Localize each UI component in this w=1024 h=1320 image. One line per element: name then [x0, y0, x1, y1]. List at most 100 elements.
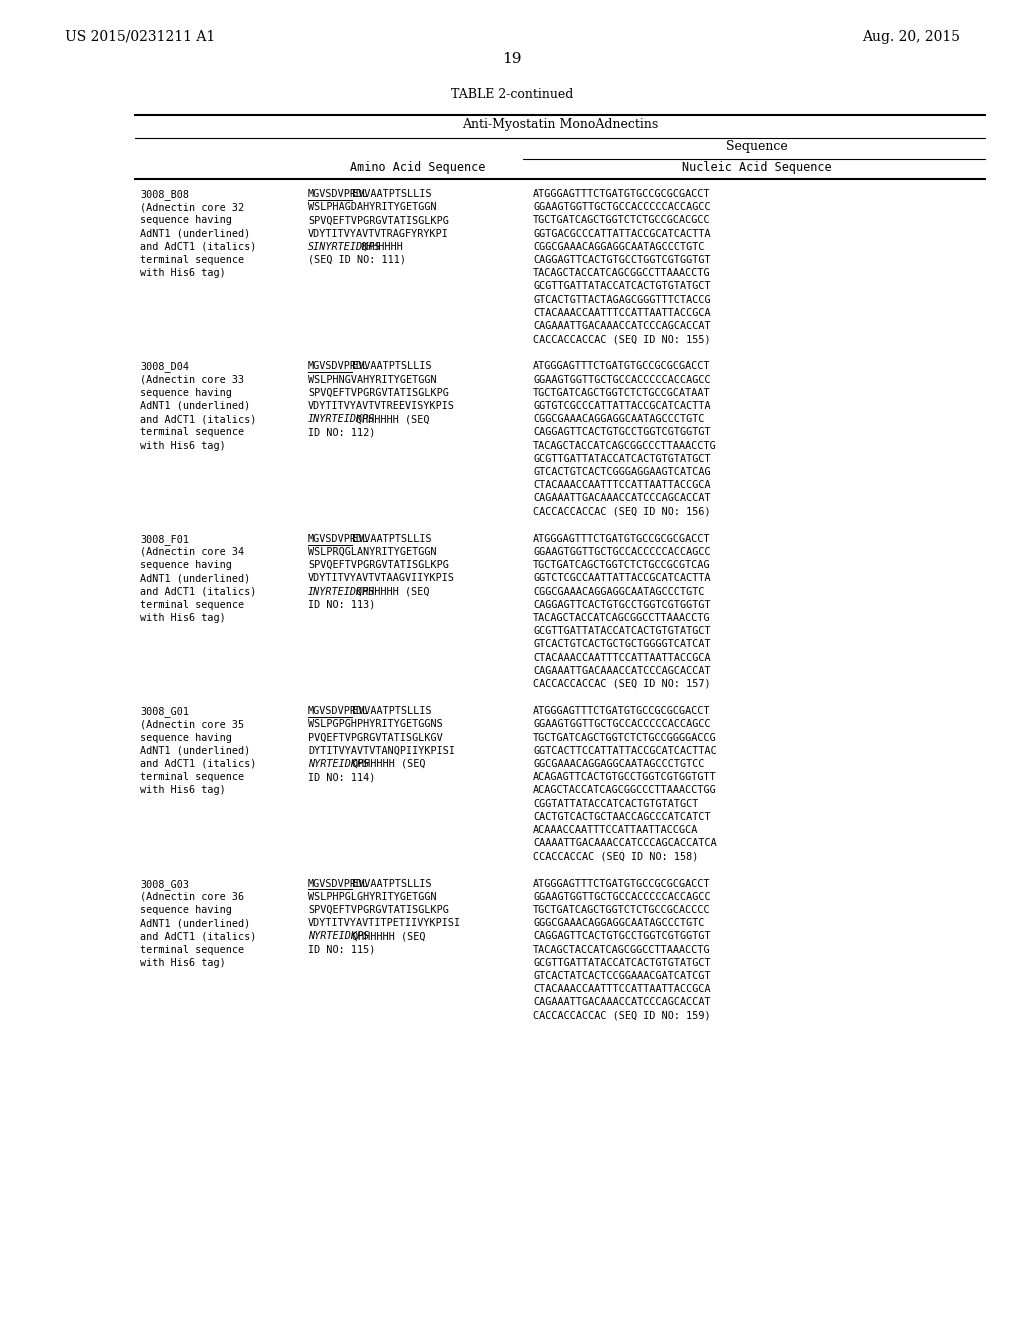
Text: WSLPHNGVAHYRITYGETGGN: WSLPHNGVAHYRITYGETGGN	[308, 375, 436, 384]
Text: GGTCTCGCCAATTATTACCGCATCACTTA: GGTCTCGCCAATTATTACCGCATCACTTA	[534, 573, 711, 583]
Text: ID NO: 114): ID NO: 114)	[308, 772, 376, 783]
Text: 19: 19	[502, 51, 522, 66]
Text: CAAAATTGACAAACCATCCCAGCACCATCA: CAAAATTGACAAACCATCCCAGCACCATCA	[534, 838, 717, 849]
Text: CAGGAGTTCACTGTGCCTGGTCGTGGTGT: CAGGAGTTCACTGTGCCTGGTCGTGGTGT	[534, 428, 711, 437]
Text: GGAAGTGGTTGCTGCCACCCCCACCAGCC: GGAAGTGGTTGCTGCCACCCCCACCAGCC	[534, 546, 711, 557]
Text: VDYTITVYAVTITPETIIVYKPISI: VDYTITVYAVTITPETIIVYKPISI	[308, 919, 461, 928]
Text: ACAAACCAATTTCCATTAATTACCGCA: ACAAACCAATTTCCATTAATTACCGCA	[534, 825, 698, 836]
Text: TGCTGATCAGCTGGTCTCTGCCGCGTCAG: TGCTGATCAGCTGGTCTCTGCCGCGTCAG	[534, 560, 711, 570]
Text: TGCTGATCAGCTGGTCTCTGCCGCACCCC: TGCTGATCAGCTGGTCTCTGCCGCACCCC	[534, 906, 711, 915]
Text: TACAGCTACCATCAGCGGCCTTAAACCTG: TACAGCTACCATCAGCGGCCTTAAACCTG	[534, 268, 711, 279]
Text: Nucleic Acid Sequence: Nucleic Acid Sequence	[682, 161, 831, 174]
Text: VDYTITVYAVTVTREEVISYKPIS: VDYTITVYAVTVTREEVISYKPIS	[308, 401, 455, 411]
Text: terminal sequence: terminal sequence	[140, 428, 244, 437]
Text: and AdCT1 (italics): and AdCT1 (italics)	[140, 242, 256, 252]
Text: AdNT1 (underlined): AdNT1 (underlined)	[140, 919, 250, 928]
Text: CTACAAACCAATTTCCATTAATTACCGCA: CTACAAACCAATTTCCATTAATTACCGCA	[534, 308, 711, 318]
Text: ID NO: 113): ID NO: 113)	[308, 599, 376, 610]
Text: GGAAGTGGTTGCTGCCACCCCCACCAGCC: GGAAGTGGTTGCTGCCACCCCCACCAGCC	[534, 719, 711, 730]
Text: TABLE 2-continued: TABLE 2-continued	[451, 88, 573, 102]
Text: ATGGGAGTTTCTGATGTGCCGCGCGACCT: ATGGGAGTTTCTGATGTGCCGCGCGACCT	[534, 533, 711, 544]
Text: GTCACTGTTACTAGAGCGGGTTTCTACCG: GTCACTGTTACTAGAGCGGGTTTCTACCG	[534, 294, 711, 305]
Text: ID NO: 112): ID NO: 112)	[308, 428, 376, 437]
Text: SPVQEFTVPGRGVTATISGLKPG: SPVQEFTVPGRGVTATISGLKPG	[308, 560, 449, 570]
Text: VDYTITVYAVTVTAAGVIIYKPIS: VDYTITVYAVTVTAAGVIIYKPIS	[308, 573, 455, 583]
Text: CGGCGAAACAGGAGGCAATAGCCCTGTC: CGGCGAAACAGGAGGCAATAGCCCTGTC	[534, 414, 705, 424]
Text: CACTGTCACTGCTAACCAGCCCATCATCT: CACTGTCACTGCTAACCAGCCCATCATCT	[534, 812, 711, 822]
Text: CTACAAACCAATTTCCATTAATTACCGCA: CTACAAACCAATTTCCATTAATTACCGCA	[534, 985, 711, 994]
Text: (Adnectin core 34: (Adnectin core 34	[140, 546, 244, 557]
Text: QHHHHHH: QHHHHHH	[360, 242, 403, 252]
Text: WSLPHPGLGHYRITYGETGGN: WSLPHPGLGHYRITYGETGGN	[308, 892, 436, 902]
Text: TACAGCTACCATCAGCGGCCTTAAACCTG: TACAGCTACCATCAGCGGCCTTAAACCTG	[534, 612, 711, 623]
Text: MGVSDVPRDL: MGVSDVPRDL	[308, 189, 370, 199]
Text: (Adnectin core 36: (Adnectin core 36	[140, 892, 244, 902]
Text: US 2015/0231211 A1: US 2015/0231211 A1	[65, 30, 215, 44]
Text: AdNT1 (underlined): AdNT1 (underlined)	[140, 746, 250, 756]
Text: INYRTEIDKPS: INYRTEIDKPS	[308, 586, 376, 597]
Text: GTCACTGTCACTCGGGAGGAAGTCATCAG: GTCACTGTCACTCGGGAGGAAGTCATCAG	[534, 467, 711, 477]
Text: 3008_G01: 3008_G01	[140, 706, 189, 717]
Text: GCGTTGATTATACCATCACTGTGTATGCT: GCGTTGATTATACCATCACTGTGTATGCT	[534, 626, 711, 636]
Text: GGAAGTGGTTGCTGCCACCCCCACCAGCC: GGAAGTGGTTGCTGCCACCCCCACCAGCC	[534, 202, 711, 213]
Text: TACAGCTACCATCAGCGGCCCTTAAACCTG: TACAGCTACCATCAGCGGCCCTTAAACCTG	[534, 441, 717, 450]
Text: CAGGAGTTCACTGTGCCTGGTCGTGGTGT: CAGGAGTTCACTGTGCCTGGTCGTGGTGT	[534, 932, 711, 941]
Text: Anti-Myostatin MonoAdnectins: Anti-Myostatin MonoAdnectins	[462, 117, 658, 131]
Text: CGGCGAAACAGGAGGCAATAGCCCTGTC: CGGCGAAACAGGAGGCAATAGCCCTGTC	[534, 586, 705, 597]
Text: SINYRTEIDKPS: SINYRTEIDKPS	[308, 242, 382, 252]
Text: (Adnectin core 32: (Adnectin core 32	[140, 202, 244, 213]
Text: MGVSDVPRDL: MGVSDVPRDL	[308, 533, 370, 544]
Text: CAGAAATTGACAAACCATCCCAGCACCAT: CAGAAATTGACAAACCATCCCAGCACCAT	[534, 665, 711, 676]
Text: terminal sequence: terminal sequence	[140, 945, 244, 954]
Text: CGGTATTATACCATCACTGTGTATGCT: CGGTATTATACCATCACTGTGTATGCT	[534, 799, 698, 809]
Text: QHHHHHH (SEQ: QHHHHHH (SEQ	[352, 759, 425, 770]
Text: ACAGCTACCATCAGCGGCCCTTAAACCTGG: ACAGCTACCATCAGCGGCCCTTAAACCTGG	[534, 785, 717, 796]
Text: GGAAGTGGTTGCTGCCACCCCCACCAGCC: GGAAGTGGTTGCTGCCACCCCCACCAGCC	[534, 892, 711, 902]
Text: SPVQEFTVPGRGVTATISGLKPG: SPVQEFTVPGRGVTATISGLKPG	[308, 906, 449, 915]
Text: WSLPGPGHPHYRITYGETGGNS: WSLPGPGHPHYRITYGETGGNS	[308, 719, 442, 730]
Text: MGVSDVPRDL: MGVSDVPRDL	[308, 362, 370, 371]
Text: MGVSDVPRDL: MGVSDVPRDL	[308, 706, 370, 717]
Text: GGCGAAACAGGAGGCAATAGCCCTGTCC: GGCGAAACAGGAGGCAATAGCCCTGTCC	[534, 759, 705, 770]
Text: AdNT1 (underlined): AdNT1 (underlined)	[140, 573, 250, 583]
Text: terminal sequence: terminal sequence	[140, 255, 244, 265]
Text: (SEQ ID NO: 111): (SEQ ID NO: 111)	[308, 255, 406, 265]
Text: CAGGAGTTCACTGTGCCTGGTCGTGGTGT: CAGGAGTTCACTGTGCCTGGTCGTGGTGT	[534, 255, 711, 265]
Text: Sequence: Sequence	[726, 140, 787, 153]
Text: and AdCT1 (italics): and AdCT1 (italics)	[140, 932, 256, 941]
Text: GGAAGTGGTTGCTGCCACCCCCACCAGCC: GGAAGTGGTTGCTGCCACCCCCACCAGCC	[534, 375, 711, 384]
Text: 3008_F01: 3008_F01	[140, 533, 189, 545]
Text: ACAGAGTTCACTGTGCCTGGTCGTGGTGTT: ACAGAGTTCACTGTGCCTGGTCGTGGTGTT	[534, 772, 717, 783]
Text: sequence having: sequence having	[140, 560, 231, 570]
Text: ATGGGAGTTTCTGATGTGCCGCGCGACCT: ATGGGAGTTTCTGATGTGCCGCGCGACCT	[534, 879, 711, 888]
Text: sequence having: sequence having	[140, 215, 231, 226]
Text: QHHHHHH (SEQ: QHHHHHH (SEQ	[356, 586, 430, 597]
Text: WSLPRQGLANYRITYGETGGN: WSLPRQGLANYRITYGETGGN	[308, 546, 436, 557]
Text: ATGGGAGTTTCTGATGTGCCGCGCGACCT: ATGGGAGTTTCTGATGTGCCGCGCGACCT	[534, 706, 711, 717]
Text: PVQEFTVPGRGVTATISGLKGV: PVQEFTVPGRGVTATISGLKGV	[308, 733, 442, 743]
Text: MGVSDVPRDL: MGVSDVPRDL	[308, 879, 370, 888]
Text: EVVAATPTSLLIS: EVVAATPTSLLIS	[352, 706, 431, 717]
Text: GGGCGAAACAGGAGGCAATAGCCCTGTC: GGGCGAAACAGGAGGCAATAGCCCTGTC	[534, 919, 705, 928]
Text: CTACAAACCAATTTCCATTAATTACCGCA: CTACAAACCAATTTCCATTAATTACCGCA	[534, 652, 711, 663]
Text: sequence having: sequence having	[140, 733, 231, 743]
Text: GTCACTGTCACTGCTGCTGGGGTCATCAT: GTCACTGTCACTGCTGCTGGGGTCATCAT	[534, 639, 711, 649]
Text: with His6 tag): with His6 tag)	[140, 958, 225, 968]
Text: terminal sequence: terminal sequence	[140, 772, 244, 783]
Text: TACAGCTACCATCAGCGGCCTTAAACCTG: TACAGCTACCATCAGCGGCCTTAAACCTG	[534, 945, 711, 954]
Text: CACCACCACCAC (SEQ ID NO: 155): CACCACCACCAC (SEQ ID NO: 155)	[534, 334, 711, 345]
Text: INYRTEIDKPS: INYRTEIDKPS	[308, 414, 376, 424]
Text: 3008_G03: 3008_G03	[140, 879, 189, 890]
Text: (Adnectin core 35: (Adnectin core 35	[140, 719, 244, 730]
Text: ATGGGAGTTTCTGATGTGCCGCGCGACCT: ATGGGAGTTTCTGATGTGCCGCGCGACCT	[534, 189, 711, 199]
Text: with His6 tag): with His6 tag)	[140, 268, 225, 279]
Text: Aug. 20, 2015: Aug. 20, 2015	[862, 30, 961, 44]
Text: CACCACCACCAC (SEQ ID NO: 157): CACCACCACCAC (SEQ ID NO: 157)	[534, 678, 711, 689]
Text: EVVAATPTSLLIS: EVVAATPTSLLIS	[352, 189, 431, 199]
Text: with His6 tag): with His6 tag)	[140, 612, 225, 623]
Text: ID NO: 115): ID NO: 115)	[308, 945, 376, 954]
Text: WSLPHAGDAHYRITYGETGGN: WSLPHAGDAHYRITYGETGGN	[308, 202, 436, 213]
Text: GGTGACGCCCATTATTACCGCATCACTTA: GGTGACGCCCATTATTACCGCATCACTTA	[534, 228, 711, 239]
Text: CACCACCACCAC (SEQ ID NO: 159): CACCACCACCAC (SEQ ID NO: 159)	[534, 1011, 711, 1020]
Text: GGTGTCGCCCATTATTACCGCATCACTTA: GGTGTCGCCCATTATTACCGCATCACTTA	[534, 401, 711, 411]
